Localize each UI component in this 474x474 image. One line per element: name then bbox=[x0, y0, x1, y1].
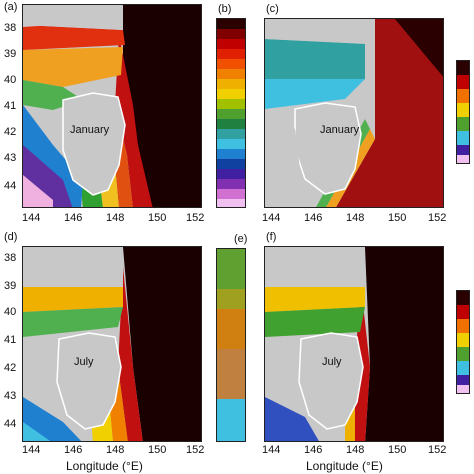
x-tick-bottom-right: 152 bbox=[428, 444, 447, 456]
x-tick-bottom-right: 150 bbox=[388, 444, 407, 456]
map-panel-d bbox=[22, 246, 202, 442]
map-panel-c bbox=[264, 18, 444, 208]
panel-tag-b: (b) bbox=[218, 3, 232, 15]
y-tick-bottom: 40 bbox=[4, 306, 17, 318]
x-tick-bottom-left: 148 bbox=[106, 444, 125, 456]
colorbar-b-scale bbox=[217, 19, 245, 207]
map-panel-f bbox=[264, 246, 444, 442]
colorbar-e-scale bbox=[217, 249, 245, 441]
y-tick-top: 39 bbox=[4, 48, 17, 60]
x-tick-bottom-right: 148 bbox=[346, 444, 365, 456]
month-label-f: July bbox=[322, 356, 342, 368]
y-tick-top: 44 bbox=[4, 180, 17, 192]
x-tick-top-right: 144 bbox=[262, 212, 281, 224]
x-tick-bottom-left: 152 bbox=[186, 444, 205, 456]
y-tick-bottom: 44 bbox=[4, 418, 17, 430]
y-tick-bottom: 38 bbox=[4, 252, 17, 264]
panel-tag-e: (e) bbox=[234, 233, 248, 245]
y-tick-bottom: 39 bbox=[4, 280, 17, 292]
x-tick-top-right: 148 bbox=[346, 212, 365, 224]
y-tick-top: 43 bbox=[4, 152, 17, 164]
month-label-a: January bbox=[70, 124, 110, 136]
month-label-c: January bbox=[320, 124, 360, 136]
x-tick-top-left: 144 bbox=[22, 212, 41, 224]
panel-tag-c: (c) bbox=[266, 3, 279, 15]
colorbar-c-scale bbox=[457, 61, 469, 163]
y-tick-top: 38 bbox=[4, 22, 17, 34]
x-tick-top-left: 146 bbox=[64, 212, 83, 224]
panel-tag-a: (a) bbox=[4, 1, 18, 13]
y-tick-top: 42 bbox=[4, 126, 17, 138]
colorbar-f bbox=[456, 290, 470, 394]
x-tick-top-left: 152 bbox=[186, 212, 205, 224]
map-a-field bbox=[23, 5, 201, 207]
y-tick-top: 41 bbox=[4, 100, 17, 112]
x-tick-top-left: 148 bbox=[106, 212, 125, 224]
x-tick-top-right: 146 bbox=[304, 212, 323, 224]
x-tick-bottom-left: 150 bbox=[148, 444, 167, 456]
y-tick-bottom: 42 bbox=[4, 362, 17, 374]
month-label-d: July bbox=[74, 356, 94, 368]
x-tick-bottom-left: 146 bbox=[64, 444, 83, 456]
map-f-field bbox=[265, 247, 443, 441]
colorbar-c bbox=[456, 60, 470, 164]
x-tick-bottom-left: 144 bbox=[22, 444, 41, 456]
panel-tag-f: (f) bbox=[266, 231, 277, 243]
colorbar-f-scale bbox=[457, 291, 469, 393]
x-tick-top-right: 150 bbox=[388, 212, 407, 224]
x-tick-bottom-right: 146 bbox=[304, 444, 323, 456]
x-tick-top-left: 150 bbox=[148, 212, 167, 224]
map-panel-a bbox=[22, 4, 202, 208]
y-tick-bottom: 43 bbox=[4, 390, 17, 402]
x-tick-bottom-right: 144 bbox=[262, 444, 281, 456]
x-tick-top-right: 152 bbox=[428, 212, 447, 224]
map-d-field bbox=[23, 247, 201, 441]
y-tick-top: 40 bbox=[4, 74, 17, 86]
panel-tag-d: (d) bbox=[4, 231, 18, 243]
colorbar-b bbox=[216, 18, 246, 208]
colorbar-e bbox=[216, 248, 246, 442]
y-tick-bottom: 41 bbox=[4, 334, 17, 346]
x-axis-title-right: Longitude (°E) bbox=[306, 459, 383, 473]
map-c-field bbox=[265, 19, 443, 207]
x-axis-title-left: Longitude (°E) bbox=[66, 459, 143, 473]
